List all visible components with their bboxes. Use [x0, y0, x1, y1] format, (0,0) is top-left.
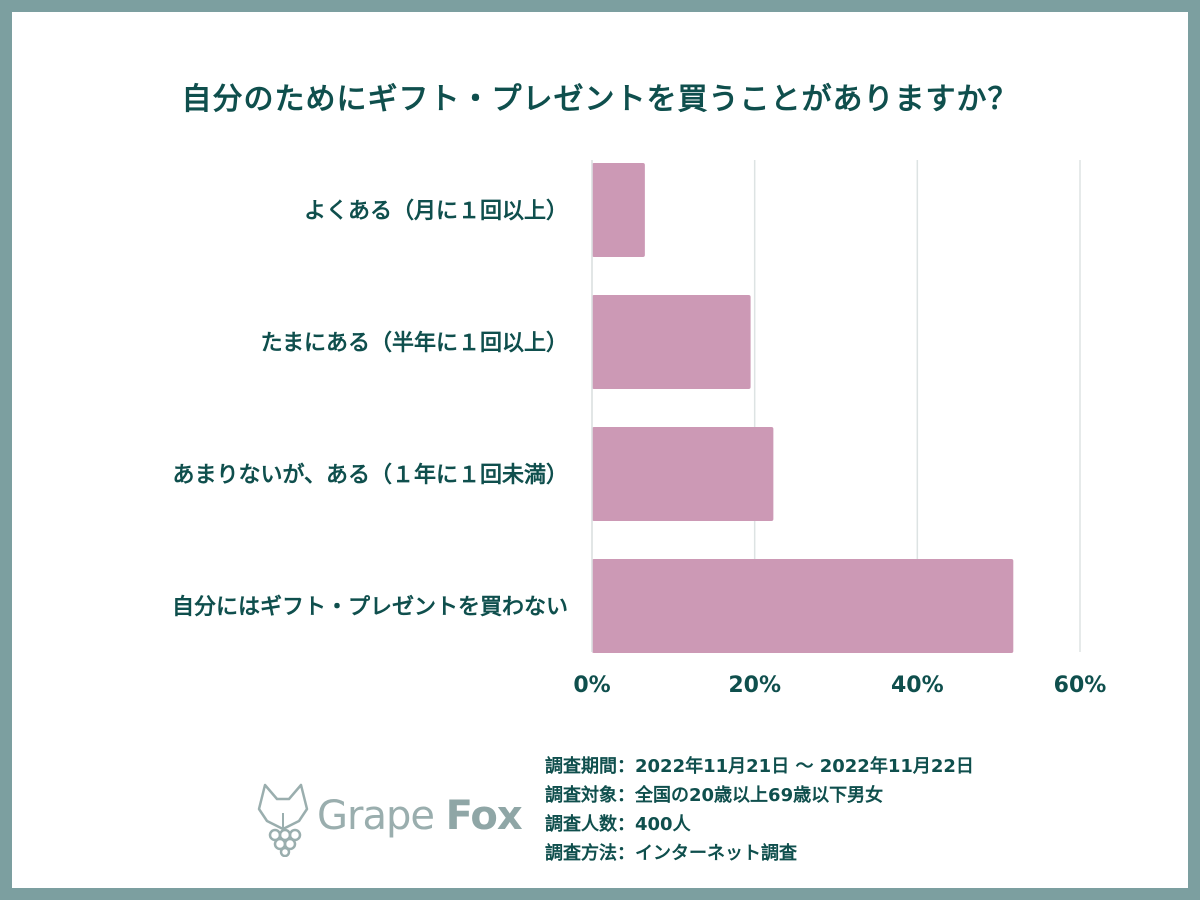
survey-period: 調査期間：2022年11月21日 〜 2022年11月22日	[545, 756, 974, 777]
category-label: よくある（月に１回以上）	[304, 199, 568, 224]
grapefox-logo: Grape Fox	[255, 777, 523, 862]
category-label: 自分にはギフト・プレゼントを買わない	[172, 594, 568, 620]
bar-chart: 0% 20% 40% 60% よくある（月に１回以上） たまにある（半年に１回以上） あまり…	[172, 160, 1107, 698]
chart-card: 自分のためにギフト・プレゼントを買うことがありますか？ 0% 20% 40% 60% よ…	[12, 12, 1188, 888]
x-tick-label: 0%	[573, 673, 610, 698]
logo-word-fox: Fox	[445, 793, 523, 839]
bar	[592, 163, 645, 257]
x-tick-label: 20%	[728, 673, 781, 698]
bar	[592, 559, 1014, 653]
survey-method: 調査方法：インターネット調査	[545, 843, 797, 864]
chart-title: 自分のためにギフト・プレゼントを買うことがありますか？	[181, 82, 1019, 117]
survey-count: 調査人数：400人	[545, 814, 691, 835]
bar	[592, 295, 751, 389]
fox-grape-icon	[257, 783, 309, 857]
survey-info: 調査期間：2022年11月21日 〜 2022年11月22日 調査対象：全国の2…	[545, 752, 974, 868]
bar	[592, 427, 774, 521]
logo-wordmark: Grape Fox	[317, 793, 523, 839]
x-tick-label: 60%	[1054, 673, 1107, 698]
x-tick-label: 40%	[891, 673, 944, 698]
survey-target: 調査対象：全国の20歳以上69歳以下男女	[545, 785, 884, 806]
category-label: たまにある（半年に１回以上）	[261, 330, 568, 356]
category-label: あまりないが、ある（１年に１回未満）	[172, 462, 568, 488]
logo-word-grape: Grape	[317, 793, 435, 839]
